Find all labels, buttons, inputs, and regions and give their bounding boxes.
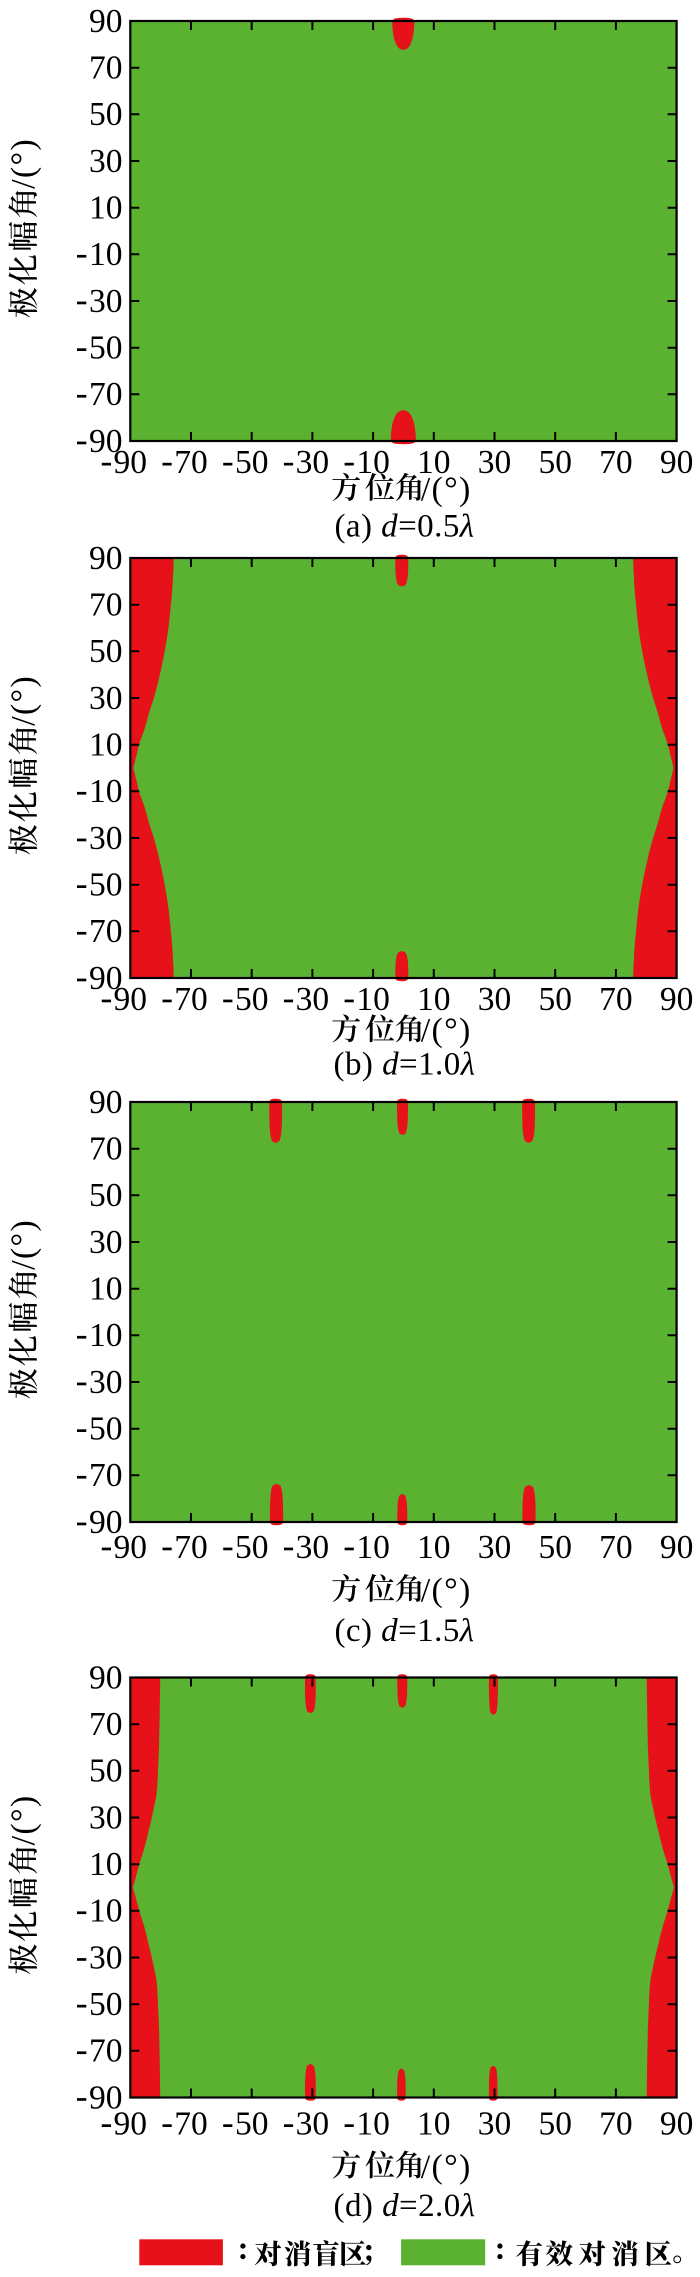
svg-text:/(°): /(°)	[5, 1219, 42, 1270]
svg-text:90: 90	[114, 981, 148, 1018]
svg-text:50: 50	[538, 1529, 572, 1566]
svg-text:(b) d=1.0λ: (b) d=1.0λ	[334, 1046, 476, 1082]
svg-text:70: 70	[89, 1457, 123, 1494]
svg-text:10: 10	[89, 190, 123, 227]
svg-text:/(°): /(°)	[5, 1795, 42, 1846]
svg-text:10: 10	[356, 1529, 390, 1566]
svg-text:50: 50	[89, 1411, 123, 1448]
svg-text:30: 30	[89, 143, 123, 180]
svg-text:50: 50	[235, 981, 269, 1018]
svg-text:90: 90	[89, 960, 123, 997]
svg-text:90: 90	[660, 981, 694, 1018]
svg-text:30: 30	[89, 1799, 123, 1836]
svg-text:90: 90	[114, 444, 148, 481]
svg-text:10: 10	[89, 773, 123, 810]
svg-text:70: 70	[89, 376, 123, 413]
svg-text:50: 50	[235, 2106, 269, 2143]
svg-text:50: 50	[235, 444, 269, 481]
svg-text:30: 30	[296, 1529, 330, 1566]
svg-text:30: 30	[478, 2106, 512, 2143]
svg-text:/(°): /(°)	[5, 675, 42, 726]
svg-text:50: 50	[538, 444, 572, 481]
svg-text:50: 50	[538, 981, 572, 1018]
svg-text:90: 90	[89, 1504, 123, 1541]
svg-text:30: 30	[478, 444, 512, 481]
svg-text:50: 50	[89, 1986, 123, 2023]
svg-text:(a) d=0.5λ: (a) d=0.5λ	[334, 508, 474, 544]
svg-text:10: 10	[89, 727, 123, 764]
svg-text:70: 70	[599, 2106, 633, 2143]
svg-text:30: 30	[89, 820, 123, 857]
svg-text:70: 70	[174, 981, 208, 1018]
svg-text:70: 70	[599, 1529, 633, 1566]
svg-text:90: 90	[89, 540, 123, 577]
svg-text:30: 30	[89, 1939, 123, 1976]
svg-text:10: 10	[417, 1529, 451, 1566]
svg-text:70: 70	[89, 1706, 123, 1743]
svg-text:30: 30	[89, 1224, 123, 1261]
svg-text:30: 30	[478, 981, 512, 1018]
svg-text:70: 70	[89, 2033, 123, 2070]
svg-text:30: 30	[89, 283, 123, 320]
svg-text:90: 90	[89, 2079, 123, 2116]
svg-text:70: 70	[89, 587, 123, 624]
svg-text:50: 50	[89, 1177, 123, 1214]
svg-text:10: 10	[356, 981, 390, 1018]
svg-text:10: 10	[356, 2106, 390, 2143]
svg-text:50: 50	[89, 96, 123, 133]
svg-text:10: 10	[417, 444, 451, 481]
svg-text:/(°): /(°)	[421, 471, 472, 508]
svg-text:50: 50	[89, 633, 123, 670]
svg-text:70: 70	[89, 913, 123, 950]
svg-text:90: 90	[89, 1659, 123, 1696]
svg-text:10: 10	[89, 1893, 123, 1930]
svg-text:30: 30	[296, 981, 330, 1018]
svg-text:50: 50	[89, 867, 123, 904]
svg-text:70: 70	[174, 1529, 208, 1566]
svg-text:70: 70	[599, 444, 633, 481]
svg-text:30: 30	[89, 680, 123, 717]
svg-text:50: 50	[89, 1753, 123, 1790]
svg-text:(d) d=2.0λ: (d) d=2.0λ	[334, 2188, 476, 2224]
svg-text:90: 90	[89, 423, 123, 460]
svg-text:10: 10	[417, 981, 451, 1018]
svg-text:/(°): /(°)	[421, 1572, 472, 1609]
svg-text:50: 50	[235, 1529, 269, 1566]
svg-text:/(°): /(°)	[421, 2148, 472, 2185]
svg-text:30: 30	[296, 444, 330, 481]
svg-text:50: 50	[89, 330, 123, 367]
svg-text:10: 10	[417, 2106, 451, 2143]
svg-text:10: 10	[89, 1317, 123, 1354]
svg-text:70: 70	[174, 2106, 208, 2143]
svg-text:90: 90	[660, 1529, 694, 1566]
svg-text:30: 30	[478, 1529, 512, 1566]
svg-text:10: 10	[89, 236, 123, 273]
svg-text:(c) d=1.5λ: (c) d=1.5λ	[334, 1613, 474, 1649]
svg-text:70: 70	[89, 1131, 123, 1168]
svg-text:90: 90	[114, 1529, 148, 1566]
svg-text:90: 90	[660, 2106, 694, 2143]
svg-text:90: 90	[114, 2106, 148, 2143]
svg-text:10: 10	[89, 1271, 123, 1308]
svg-text:/(°): /(°)	[421, 1012, 472, 1049]
svg-text:70: 70	[599, 981, 633, 1018]
svg-text:70: 70	[89, 50, 123, 87]
svg-text:90: 90	[660, 444, 694, 481]
svg-text:90: 90	[89, 1084, 123, 1121]
svg-text:30: 30	[89, 1364, 123, 1401]
svg-text:30: 30	[296, 2106, 330, 2143]
svg-text:90: 90	[89, 3, 123, 40]
svg-text:50: 50	[538, 2106, 572, 2143]
svg-text:70: 70	[174, 444, 208, 481]
svg-text:/(°): /(°)	[5, 138, 42, 189]
svg-text:10: 10	[89, 1846, 123, 1883]
